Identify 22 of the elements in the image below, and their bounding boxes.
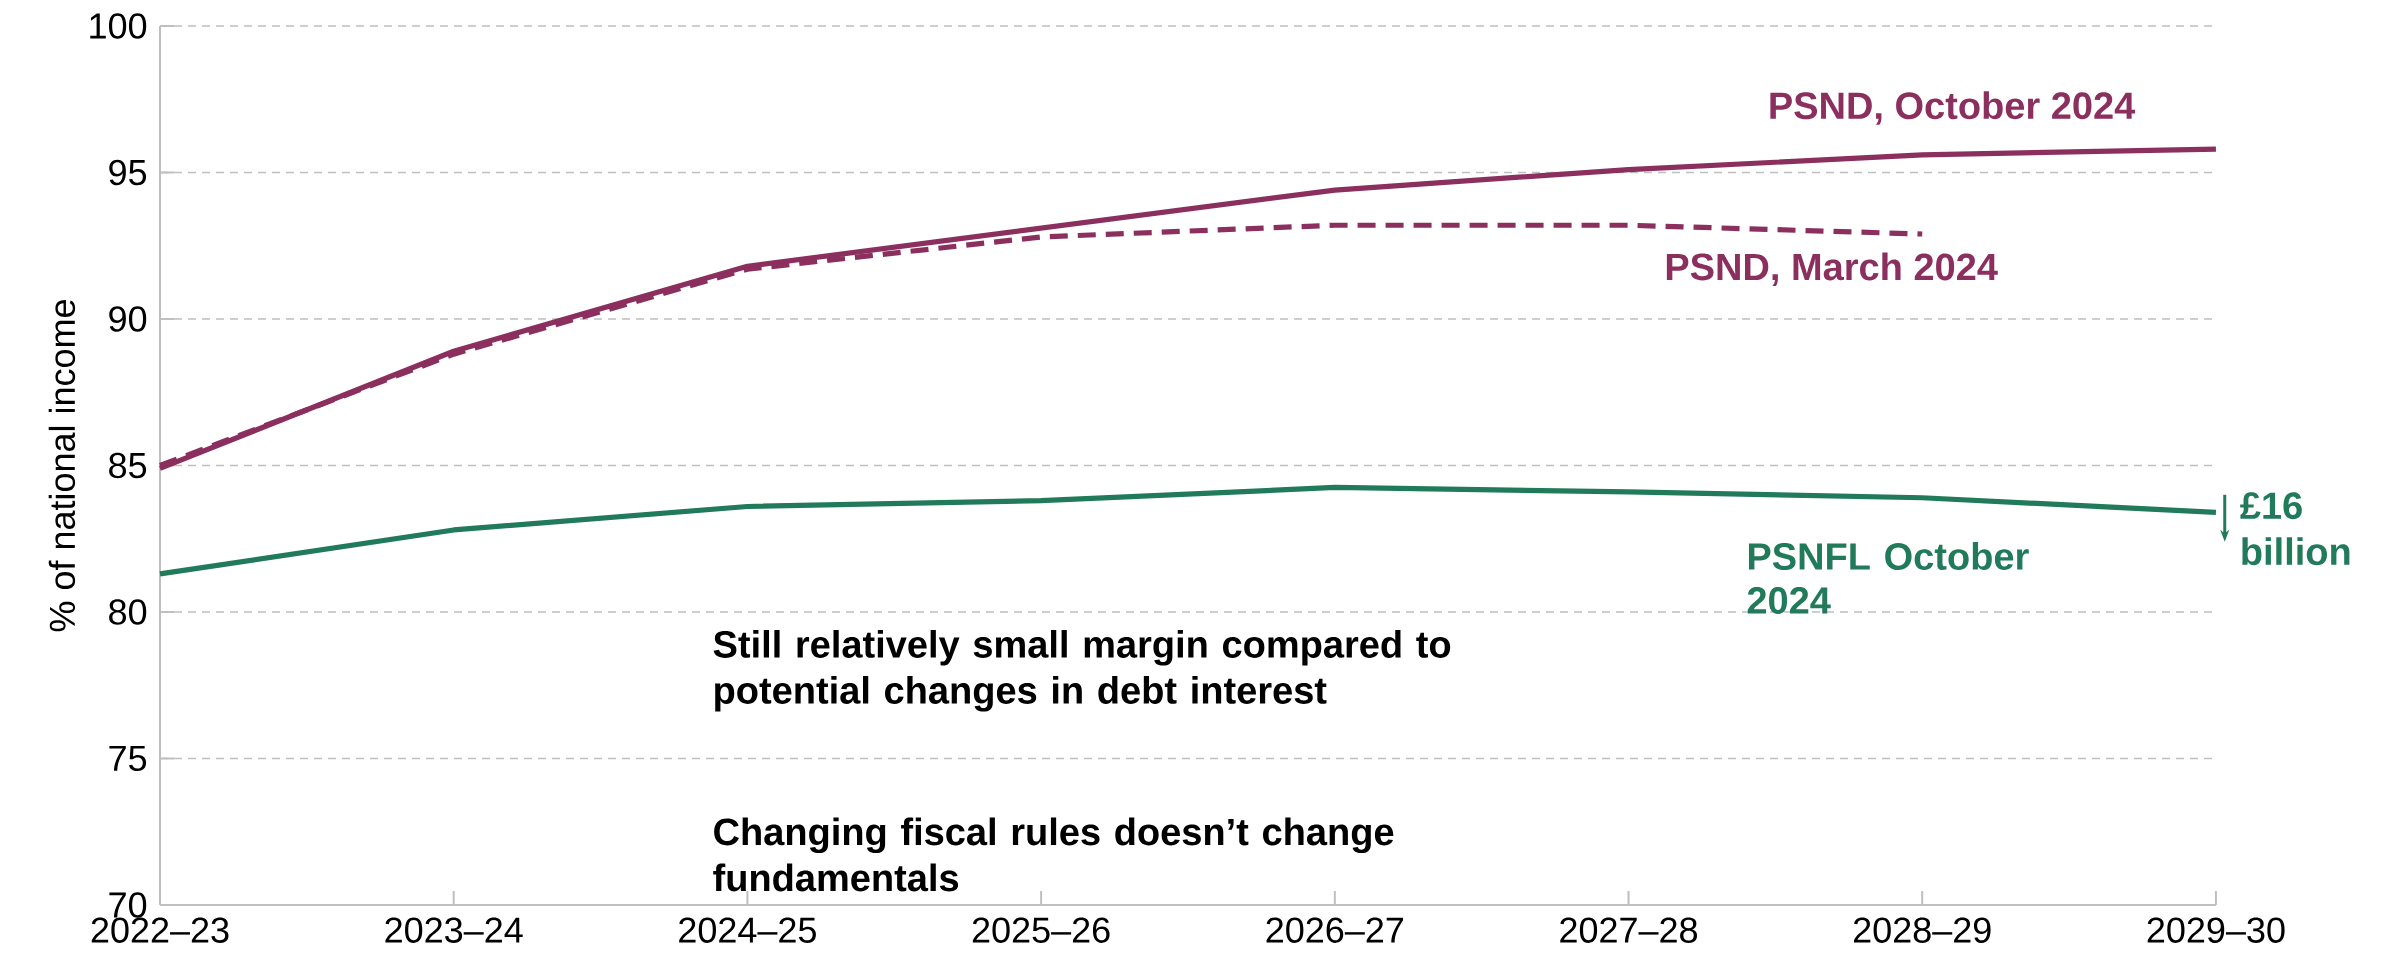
y-axis-title: % of national income [48,300,76,632]
y-tick-label: 85 [109,452,147,479]
x-tick-label: 2022–23 [91,917,229,943]
annotation: Changing fiscal rules doesn’t change fundamentals [713,817,1394,892]
series-label: PSND, March 2024 [1666,252,1998,286]
text: £16 billion [2240,492,2350,566]
x-tick-label: 2024–25 [679,917,816,943]
x-tick-label: 2027–28 [1560,917,1698,943]
y-tick-label: 80 [109,599,147,625]
y-tick-label: 70 [109,892,147,918]
series-label: PSNFL October 2024 [1747,542,2029,614]
y-tick-label: 90 [109,306,147,332]
x-tick-label: 2026–27 [1266,917,1404,943]
x-tick-label: 2028–29 [1853,917,1991,943]
x-tick-label: 2025–26 [972,917,1110,943]
y-tick-label: 95 [109,159,147,186]
x-tick-label: 2029–30 [2147,917,2285,943]
x-tick-label: 2023–24 [385,917,523,943]
series-label: PSND, October 2024 [1770,91,2136,125]
y-tick-label: 100 [90,13,147,39]
y-tick-label: 75 [109,745,147,772]
annotation: Still relatively small margin compared to potential changes in debt interest [713,629,1451,712]
